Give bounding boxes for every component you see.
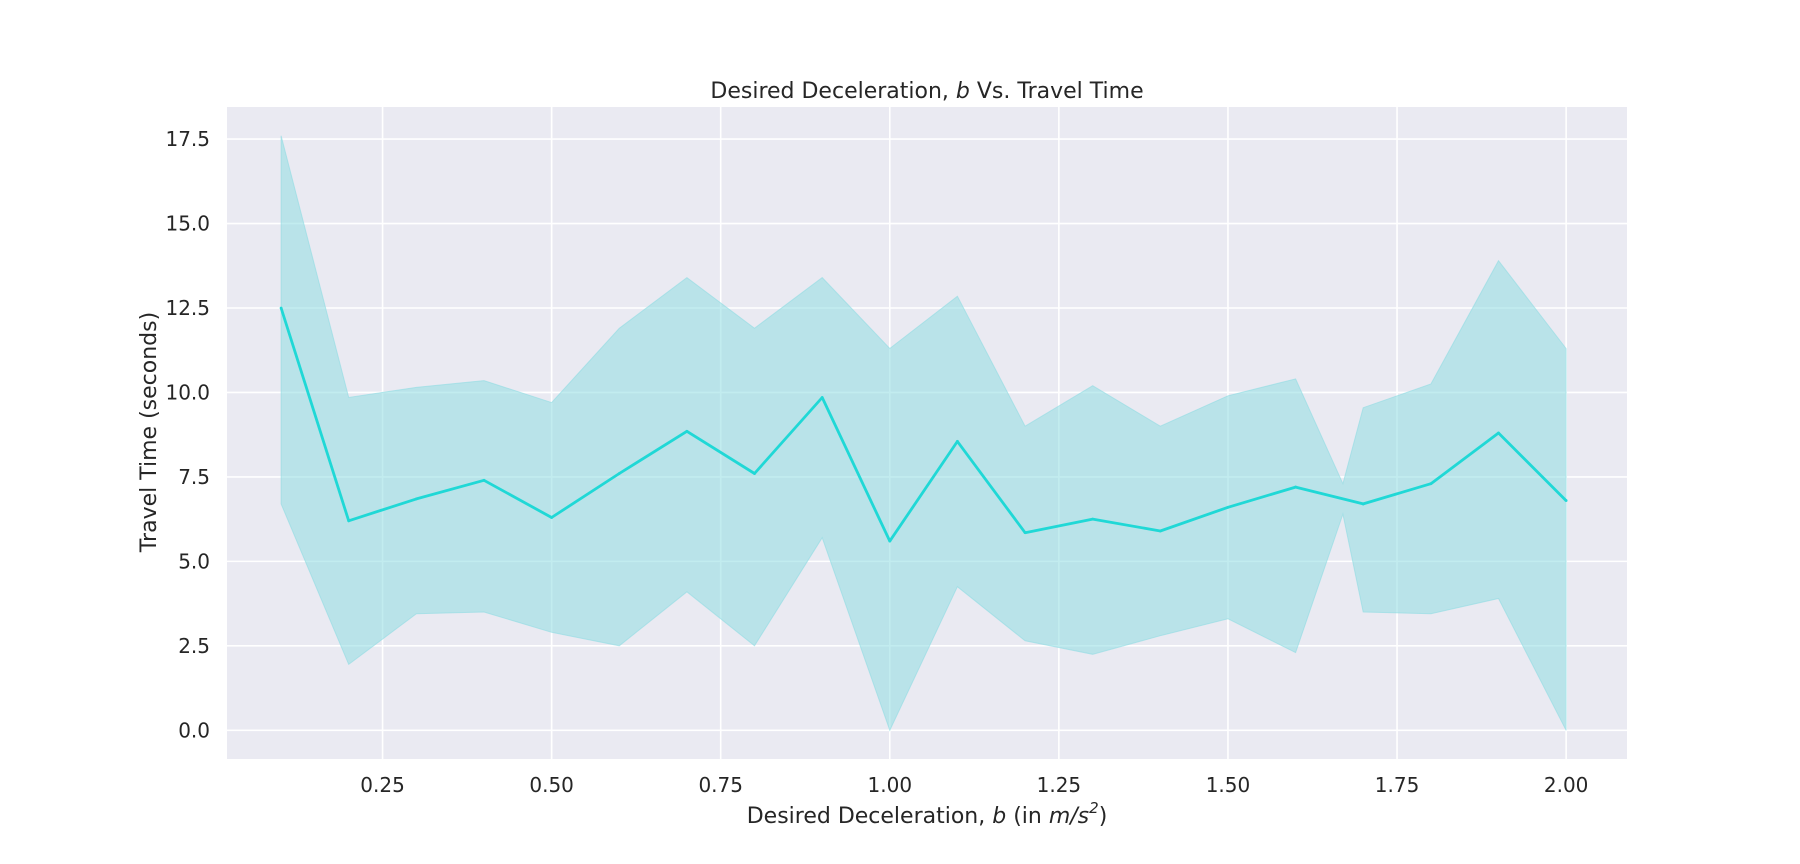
x-tick-label: 1.75	[1375, 773, 1420, 797]
x-tick-label: 1.25	[1037, 773, 1082, 797]
x-tick-label: 0.25	[360, 773, 405, 797]
data-point	[1023, 531, 1027, 535]
y-tick-label: 5.0	[178, 549, 210, 573]
data-point	[550, 516, 554, 519]
data-point	[820, 396, 824, 399]
data-point	[617, 472, 621, 475]
y-tick-label: 7.5	[178, 465, 210, 489]
data-point	[482, 478, 486, 482]
data-point	[1091, 517, 1095, 521]
confidence-band-layer	[280, 135, 1567, 732]
data-point	[1497, 431, 1500, 435]
y-tick-label: 2.5	[178, 634, 210, 658]
y-tick-label: 12.5	[165, 296, 210, 320]
data-point	[279, 306, 283, 310]
x-tick-labels: 0.25 0.50 0.75 1.00 1.25 1.50 1.75 2.00	[360, 773, 1588, 797]
series-line	[279, 307, 1568, 543]
y-tick-label: 17.5	[165, 127, 210, 151]
x-tick-label: 0.75	[698, 773, 743, 797]
chart-title: Desired Deceleration, b Vs. Travel Time	[710, 79, 1143, 104]
data-point	[414, 497, 418, 501]
data-point	[1294, 485, 1297, 489]
data-point	[1226, 505, 1230, 509]
data-point	[685, 429, 689, 433]
x-tick-label: 2.00	[1544, 773, 1589, 797]
data-point	[1361, 502, 1365, 506]
x-axis-title: Desired Deceleration, b (in m/s2)	[747, 799, 1108, 829]
y-tick-label: 15.0	[165, 212, 210, 236]
data-point	[956, 440, 959, 443]
x-tick-label: 0.50	[529, 773, 574, 797]
data-point	[347, 519, 351, 523]
data-point	[888, 539, 892, 543]
series-line-layer	[279, 306, 1568, 543]
y-axis-title: Travel Time (seconds)	[137, 312, 162, 553]
x-tick-label: 1.50	[1206, 773, 1251, 797]
data-point	[1564, 499, 1568, 502]
y-tick-labels: 0.0 2.5 5.0 7.5 10.0 12.5 15.0 17.5	[165, 127, 210, 742]
y-tick-label: 0.0	[178, 718, 210, 742]
confidence-band	[280, 135, 1567, 732]
data-point	[1158, 529, 1162, 533]
x-tick-label: 1.00	[868, 773, 913, 797]
y-tick-label: 10.0	[165, 380, 210, 404]
data-point	[1429, 482, 1433, 486]
data-point	[753, 472, 756, 475]
